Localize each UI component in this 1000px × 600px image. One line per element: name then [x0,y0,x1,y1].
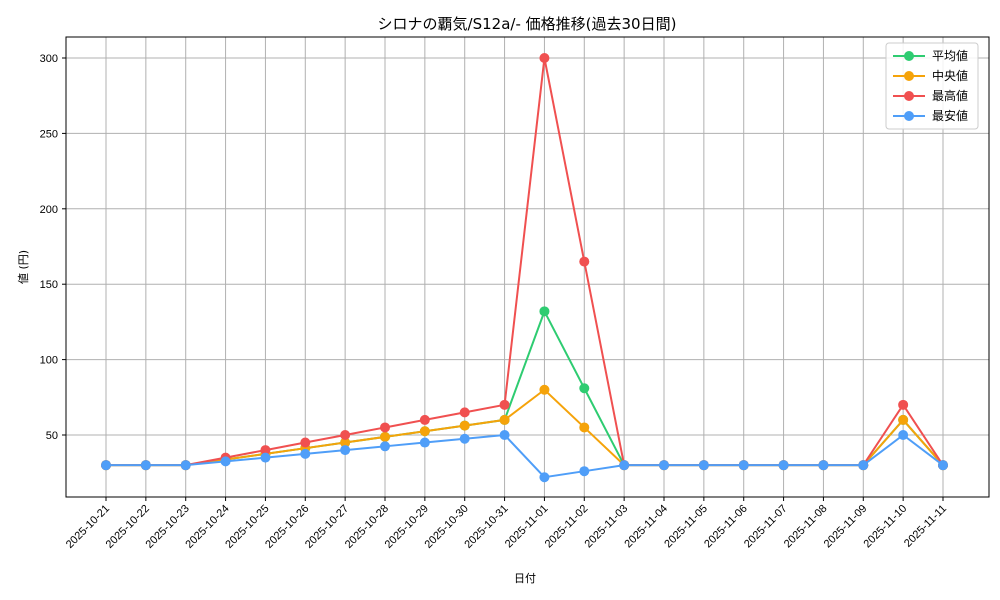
data-point [260,452,271,463]
plot-frame [65,36,990,498]
legend-label: 中央値 [932,68,968,83]
legend-marker-icon [904,71,914,81]
data-point [499,399,510,410]
data-point [419,426,430,437]
y-tick-label: 50 [46,430,58,442]
data-point [380,431,390,442]
legend-label: 平均値 [932,48,968,63]
data-point [260,445,271,456]
data-point [698,460,709,471]
data-point [300,448,311,459]
data-point [898,414,909,425]
series-0 [101,306,948,471]
data-point [579,422,590,433]
data-point [818,460,829,471]
grid [66,37,989,497]
data-point [499,430,510,440]
data-point [380,441,390,452]
legend-label: 最安値 [932,108,968,123]
legend-marker-icon [904,51,914,61]
data-point [579,256,590,267]
data-point [380,422,390,433]
series-3 [101,430,948,483]
data-point [140,460,151,471]
legend-box [885,42,979,130]
data-point [459,420,470,431]
data-point [659,460,669,471]
data-point [579,383,590,394]
series-2 [101,53,948,471]
y-tick-label: 300 [40,53,58,65]
y-tick-label: 150 [40,279,58,291]
data-point [579,466,590,477]
y-axis-label: 値 (円) [17,250,30,284]
data-point [938,460,948,471]
x-tick-label: 2025-11-10 [862,503,910,551]
y-axis-ticks: 50 100 150 200 250 300 [40,53,66,442]
data-point [459,407,470,418]
series-lines [101,53,948,483]
data-point [180,460,191,471]
data-point [898,399,909,410]
data-point [619,460,630,471]
legend-marker-icon [904,111,914,121]
x-axis-label: 日付 [514,572,536,585]
y-tick-label: 200 [40,204,58,216]
data-point [499,414,510,425]
legend-marker-icon [904,91,914,101]
data-point [459,433,470,444]
series-line [106,433,944,479]
legend-label: 最高値 [932,88,968,103]
data-point [300,437,311,448]
data-point [419,437,430,448]
data-point [101,460,111,471]
data-point [898,430,909,440]
x-tick-label: 2025-11-11 [902,503,949,550]
data-point [340,437,351,448]
data-point [778,460,789,471]
data-point [419,414,430,425]
data-point [858,460,869,471]
data-point [738,460,749,471]
data-point [539,384,550,395]
series-line [106,388,944,467]
data-point [539,53,550,63]
data-point [539,306,550,317]
chart-title: シロナの覇気/S12a/- 価格推移(過去30日間) [378,15,677,33]
data-point [340,445,351,456]
y-tick-label: 250 [40,128,58,140]
series-line [106,308,944,467]
data-point [340,430,351,440]
y-tick-label: 100 [40,355,58,367]
data-point [220,456,231,467]
x-axis-ticks: 2025-10-212025-10-222025-10-232025-10-24… [64,497,949,551]
data-point [539,472,550,483]
